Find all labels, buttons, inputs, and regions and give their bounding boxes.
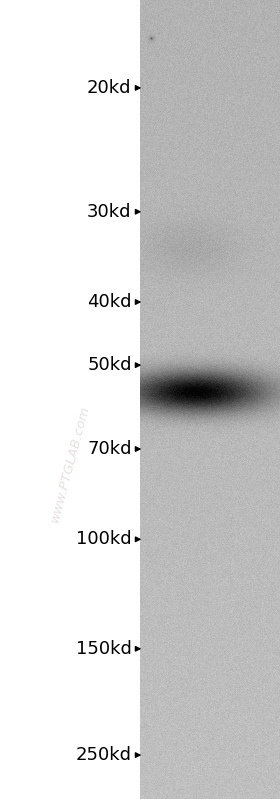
Text: 30kd: 30kd [87,203,132,221]
Text: 20kd: 20kd [87,79,132,97]
Text: 150kd: 150kd [76,640,132,658]
Text: 50kd: 50kd [87,356,132,374]
Text: 40kd: 40kd [87,293,132,311]
Text: 70kd: 70kd [87,440,132,458]
Text: www.PTGLAB.com: www.PTGLAB.com [48,403,92,523]
Text: 250kd: 250kd [76,746,132,764]
Text: 100kd: 100kd [76,531,132,548]
